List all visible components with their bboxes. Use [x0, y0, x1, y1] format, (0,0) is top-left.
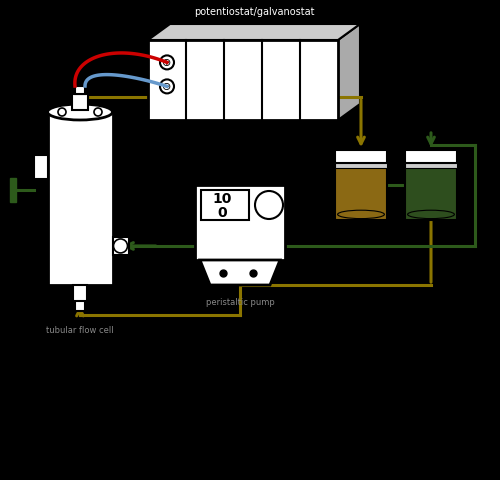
Bar: [335, 151, 387, 163]
Bar: [405, 151, 457, 163]
Bar: [75, 87, 85, 95]
Bar: [405, 163, 457, 169]
Text: 10: 10: [213, 192, 233, 206]
Bar: [335, 151, 387, 220]
Bar: [73, 286, 87, 303]
Text: potentiostat/galvanostat: potentiostat/galvanostat: [194, 7, 314, 17]
Text: ⊖: ⊖: [162, 82, 172, 92]
Bar: [201, 191, 249, 220]
Bar: [10, 179, 16, 203]
Bar: [34, 156, 48, 180]
Ellipse shape: [408, 211, 455, 219]
Circle shape: [114, 240, 128, 253]
Bar: [48, 113, 112, 286]
Polygon shape: [200, 261, 280, 286]
Circle shape: [58, 109, 66, 117]
Bar: [75, 301, 85, 312]
Ellipse shape: [338, 211, 384, 219]
Ellipse shape: [48, 105, 112, 121]
Circle shape: [94, 109, 102, 117]
Text: 0: 0: [218, 205, 228, 219]
Polygon shape: [148, 25, 360, 41]
Bar: [195, 186, 285, 261]
Bar: [112, 238, 128, 255]
Text: tubular flow cell: tubular flow cell: [46, 325, 114, 334]
Circle shape: [255, 192, 283, 219]
Circle shape: [160, 56, 174, 70]
Bar: [148, 41, 338, 121]
Bar: [335, 163, 387, 169]
Text: peristaltic pump: peristaltic pump: [206, 298, 274, 306]
Text: ⊕: ⊕: [162, 58, 172, 68]
Polygon shape: [338, 25, 360, 121]
Bar: [72, 95, 88, 111]
Circle shape: [160, 80, 174, 94]
Bar: [405, 151, 457, 220]
